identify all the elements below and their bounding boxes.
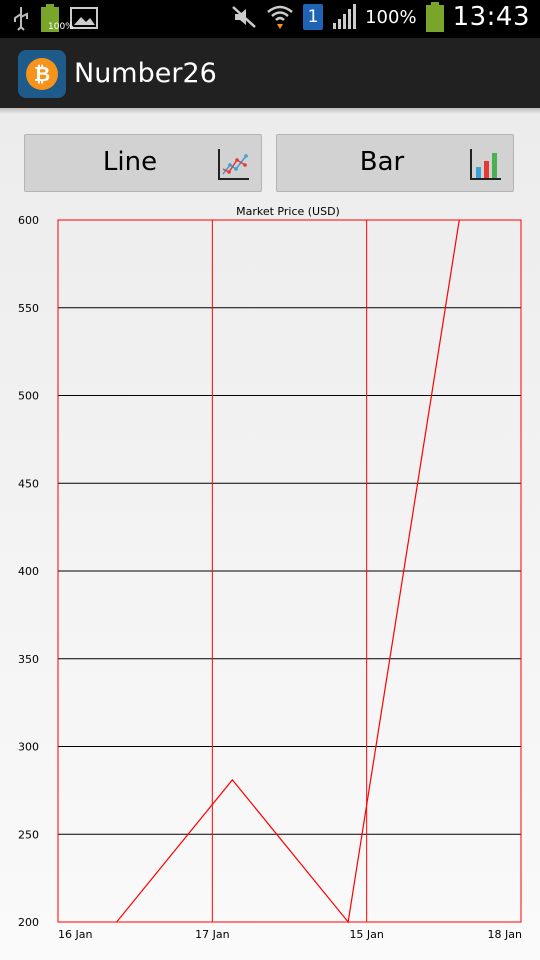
battery-percent: 100% — [365, 6, 417, 28]
wifi-icon — [267, 5, 293, 29]
y-tick-label: 450 — [18, 477, 39, 490]
y-tick-label: 350 — [18, 653, 39, 666]
line-button-label: Line — [102, 147, 158, 177]
main-content — [0, 108, 540, 960]
y-tick-label: 300 — [18, 741, 39, 754]
x-tick-label: 17 Jan — [195, 928, 229, 941]
x-tick-label: 16 Jan — [58, 928, 92, 941]
app-title: Number26 — [74, 58, 217, 89]
image-icon — [70, 7, 98, 29]
status-right-icons: 1 100% 13:43 — [231, 2, 530, 32]
app-logo-icon[interactable]: ₿ — [18, 50, 66, 98]
y-tick-label: 200 — [18, 916, 39, 929]
y-tick-label: 500 — [18, 390, 39, 403]
clock: 13:43 — [452, 2, 530, 32]
usb-icon — [14, 7, 28, 31]
app-bar: ₿ Number26 — [0, 38, 540, 108]
line-chart-icon — [218, 149, 249, 180]
series-layer — [116, 219, 460, 924]
signal-icon — [333, 4, 357, 29]
y-tick-label: 600 — [18, 214, 39, 227]
axis-labels: 200 250 300 350 400 450 500 550 600 16 Jan 17 Jan 1… — [18, 214, 522, 941]
chart-title: Market Price (USD) — [236, 205, 340, 218]
status-bar: 100% 1 100% 13:43 — [0, 0, 540, 38]
series-line — [116, 219, 460, 924]
y-tick-label: 250 — [18, 828, 39, 841]
x-tick-label: 18 Jan — [488, 928, 522, 941]
y-tick-label: 400 — [18, 565, 39, 578]
market-price-chart: Market Price (USD) 200 250 300 350 400 450 500… — [18, 205, 522, 941]
bar-chart-button[interactable]: Bar — [276, 134, 514, 192]
battery-icon — [425, 2, 444, 32]
battery-small-icon — [41, 4, 59, 32]
y-tick-label: 550 — [18, 302, 39, 315]
mute-icon — [232, 6, 256, 28]
battery-small-label: 100% — [48, 22, 74, 32]
plot-frame — [57, 219, 522, 923]
line-chart-button[interactable]: Line — [24, 134, 262, 192]
sim-badge: 1 — [303, 4, 324, 30]
bar-chart-icon — [470, 149, 501, 180]
bar-button-label: Bar — [359, 147, 405, 177]
status-left-icons — [12, 4, 98, 32]
grid-layer — [57, 219, 522, 923]
x-tick-label: 15 Jan — [349, 928, 383, 941]
appbar-shadow — [0, 108, 540, 114]
bitcoin-symbol: ₿ — [34, 62, 50, 86]
